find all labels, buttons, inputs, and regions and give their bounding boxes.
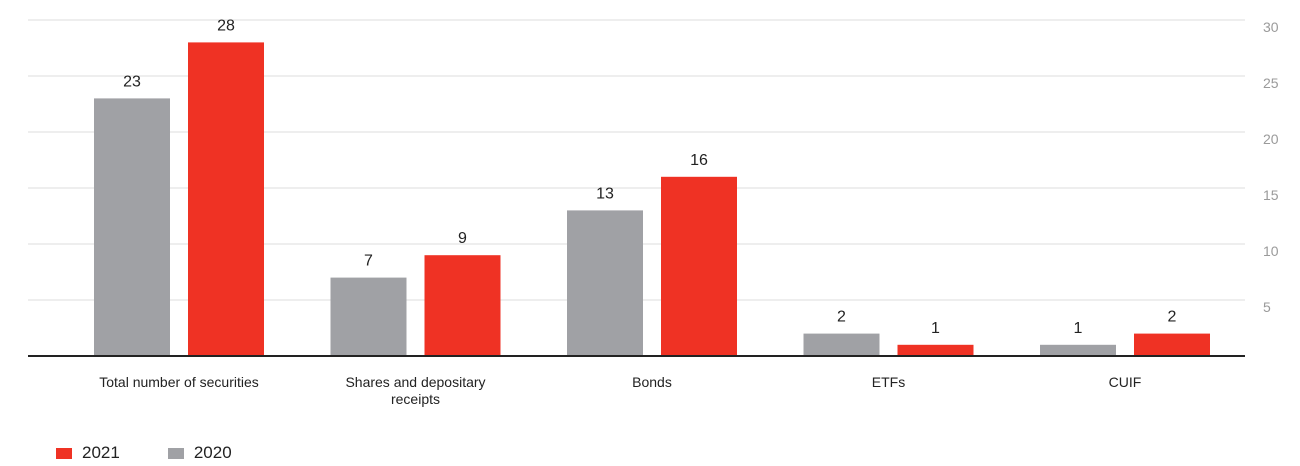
value-label-2021-1: 9 — [458, 230, 467, 247]
category-label-4: CUIF — [1109, 374, 1142, 390]
category-label-0: Total number of securities — [99, 374, 259, 390]
legend-swatch-2020 — [167, 447, 184, 459]
value-label-2021-4: 2 — [1168, 309, 1177, 326]
bar-2020-4 — [1040, 344, 1116, 356]
y-tick-label-20: 20 — [1263, 131, 1279, 147]
category-label-3: ETFs — [872, 374, 905, 390]
value-labels: 23 28 7 9 13 16 2 1 1 2 — [123, 17, 1176, 336]
category-labels: Total number of securities Shares and dep… — [99, 374, 1141, 407]
bar-2020-3 — [803, 333, 880, 356]
y-tick-label-25: 25 — [1263, 75, 1279, 91]
legend-item-2021: 2021 — [56, 443, 120, 463]
y-tick-label-15: 15 — [1263, 187, 1279, 203]
value-label-2020-1: 7 — [364, 253, 373, 270]
legend-label-2020: 2020 — [193, 443, 232, 462]
value-label-2020-2: 13 — [596, 185, 614, 202]
bar-2021-0 — [188, 42, 264, 357]
bar-2020-1 — [330, 277, 407, 356]
legend-item-2020: 2020 — [167, 443, 232, 463]
bar-2020-0 — [94, 98, 170, 357]
bar-chart: 5 10 15 20 25 30 23 28 7 9 13 16 2 1 1 2 Total number … — [28, 17, 1279, 407]
bar-2020-2 — [567, 210, 643, 356]
bar-2021-3 — [897, 344, 974, 356]
legend-label-2021: 2021 — [82, 443, 120, 462]
value-label-2020-4: 1 — [1074, 320, 1083, 337]
y-tick-label-5: 5 — [1263, 299, 1271, 315]
legend-swatch-2021 — [56, 447, 72, 459]
y-axis-ticks: 5 10 15 20 25 30 — [1263, 19, 1279, 315]
value-label-2021-2: 16 — [690, 152, 708, 169]
y-tick-label-10: 10 — [1263, 243, 1279, 259]
bar-2021-2 — [661, 176, 737, 356]
bars — [94, 42, 1210, 357]
category-label-1: Shares and depositary receipts — [345, 374, 485, 407]
value-label-2020-0: 23 — [123, 73, 141, 90]
value-label-2021-3: 1 — [931, 320, 940, 337]
value-label-2020-3: 2 — [837, 309, 846, 326]
category-label-2: Bonds — [632, 374, 672, 390]
legend: 2021 2020 — [56, 443, 232, 463]
bar-2021-4 — [1134, 333, 1210, 356]
bar-2021-1 — [424, 255, 501, 356]
value-label-2021-0: 28 — [217, 17, 235, 34]
y-tick-label-30: 30 — [1263, 19, 1279, 35]
